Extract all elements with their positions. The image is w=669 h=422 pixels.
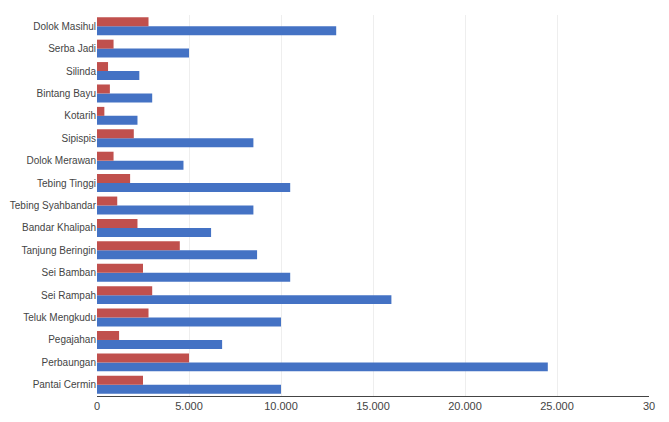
svg-text:Sei Rampah: Sei Rampah: [41, 290, 96, 301]
svg-text:0: 0: [94, 400, 100, 412]
svg-text:Tebing Syahbandar: Tebing Syahbandar: [10, 200, 97, 211]
svg-text:Pantai Cermin: Pantai Cermin: [33, 379, 96, 390]
svg-text:5.000: 5.000: [175, 400, 203, 412]
svg-text:Sipispis: Sipispis: [62, 133, 96, 144]
svg-text:Tebing Tinggi: Tebing Tinggi: [37, 178, 96, 189]
svg-text:Perbaungan: Perbaungan: [42, 357, 97, 368]
svg-text:Silinda: Silinda: [66, 66, 96, 77]
svg-text:Kotarih: Kotarih: [64, 110, 96, 121]
svg-text:Serba Jadi: Serba Jadi: [48, 43, 96, 54]
svg-text:Bintang Bayu: Bintang Bayu: [37, 88, 97, 99]
svg-text:Pegajahan: Pegajahan: [48, 334, 96, 345]
svg-text:10.000: 10.000: [264, 400, 298, 412]
svg-text:30: 30: [643, 400, 655, 412]
svg-text:Sei Bamban: Sei Bamban: [42, 267, 96, 278]
svg-text:Dolok Merawan: Dolok Merawan: [27, 155, 96, 166]
svg-text:25.000: 25.000: [540, 400, 574, 412]
svg-text:20.000: 20.000: [448, 400, 482, 412]
svg-text:Bandar Khalipah: Bandar Khalipah: [22, 222, 96, 233]
svg-text:Dolok Masihul: Dolok Masihul: [33, 21, 96, 32]
svg-text:Tanjung Beringin: Tanjung Beringin: [22, 245, 97, 256]
svg-text:Teluk Mengkudu: Teluk Mengkudu: [23, 312, 96, 323]
svg-text:15.000: 15.000: [356, 400, 390, 412]
